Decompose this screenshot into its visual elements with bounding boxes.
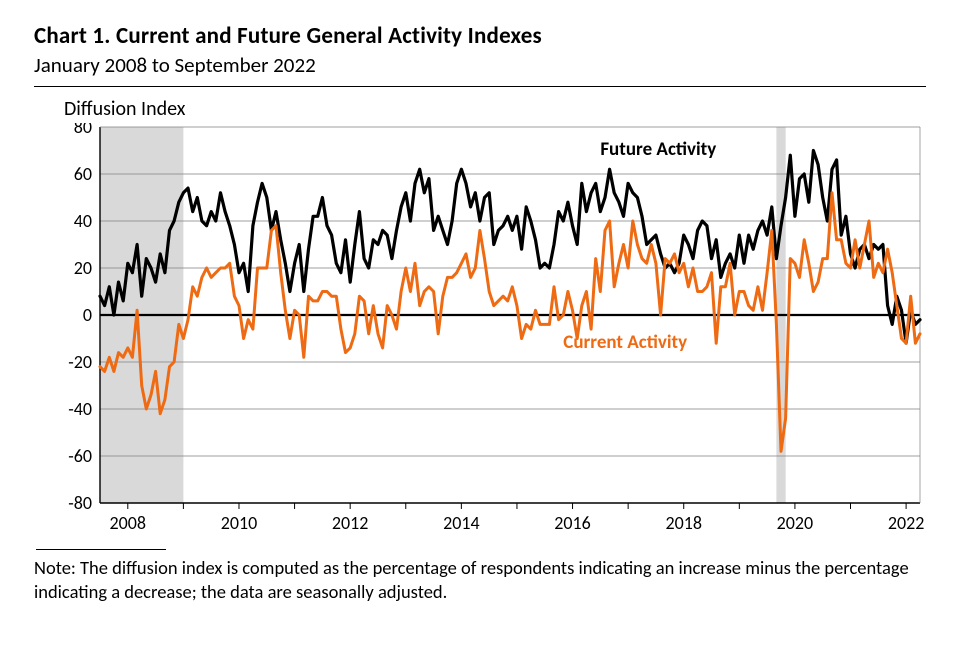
svg-text:60: 60 (74, 163, 92, 185)
svg-text:-60: -60 (68, 445, 92, 467)
footnote-rule (36, 549, 166, 550)
footnote-text: Note: The diffusion index is computed as… (34, 556, 909, 603)
footnote: Note: The diffusion index is computed as… (34, 549, 926, 603)
svg-text:0: 0 (83, 304, 92, 326)
svg-text:2014: 2014 (443, 512, 480, 534)
svg-text:2008: 2008 (110, 512, 147, 534)
svg-text:-40: -40 (68, 398, 92, 420)
series-label-current: Current Activity (563, 331, 687, 354)
chart-title: Chart 1. Current and Future General Acti… (34, 22, 926, 50)
svg-text:2018: 2018 (665, 512, 702, 534)
svg-text:2012: 2012 (332, 512, 369, 534)
title-rule (34, 86, 926, 87)
chart-page: Chart 1. Current and Future General Acti… (0, 0, 960, 661)
svg-text:-20: -20 (68, 351, 92, 373)
y-axis-title: Diffusion Index (64, 97, 926, 121)
svg-text:40: 40 (74, 210, 92, 232)
svg-text:2022: 2022 (888, 512, 925, 534)
svg-text:2020: 2020 (777, 512, 814, 534)
series-label-future: Future Activity (600, 138, 716, 161)
line-chart: -80 -60 -40 -20 0 20 40 60 80 2008 2010 2012 2014 201… (34, 123, 926, 543)
svg-text:-80: -80 (68, 492, 92, 514)
plot-area: -80 -60 -40 -20 0 20 40 60 80 2008 2010 2012 2014 201… (34, 123, 926, 543)
svg-text:80: 80 (74, 123, 92, 138)
chart-subtitle: January 2008 to September 2022 (34, 52, 926, 78)
svg-text:20: 20 (74, 257, 92, 279)
svg-text:2010: 2010 (221, 512, 257, 534)
svg-text:2016: 2016 (554, 512, 591, 534)
